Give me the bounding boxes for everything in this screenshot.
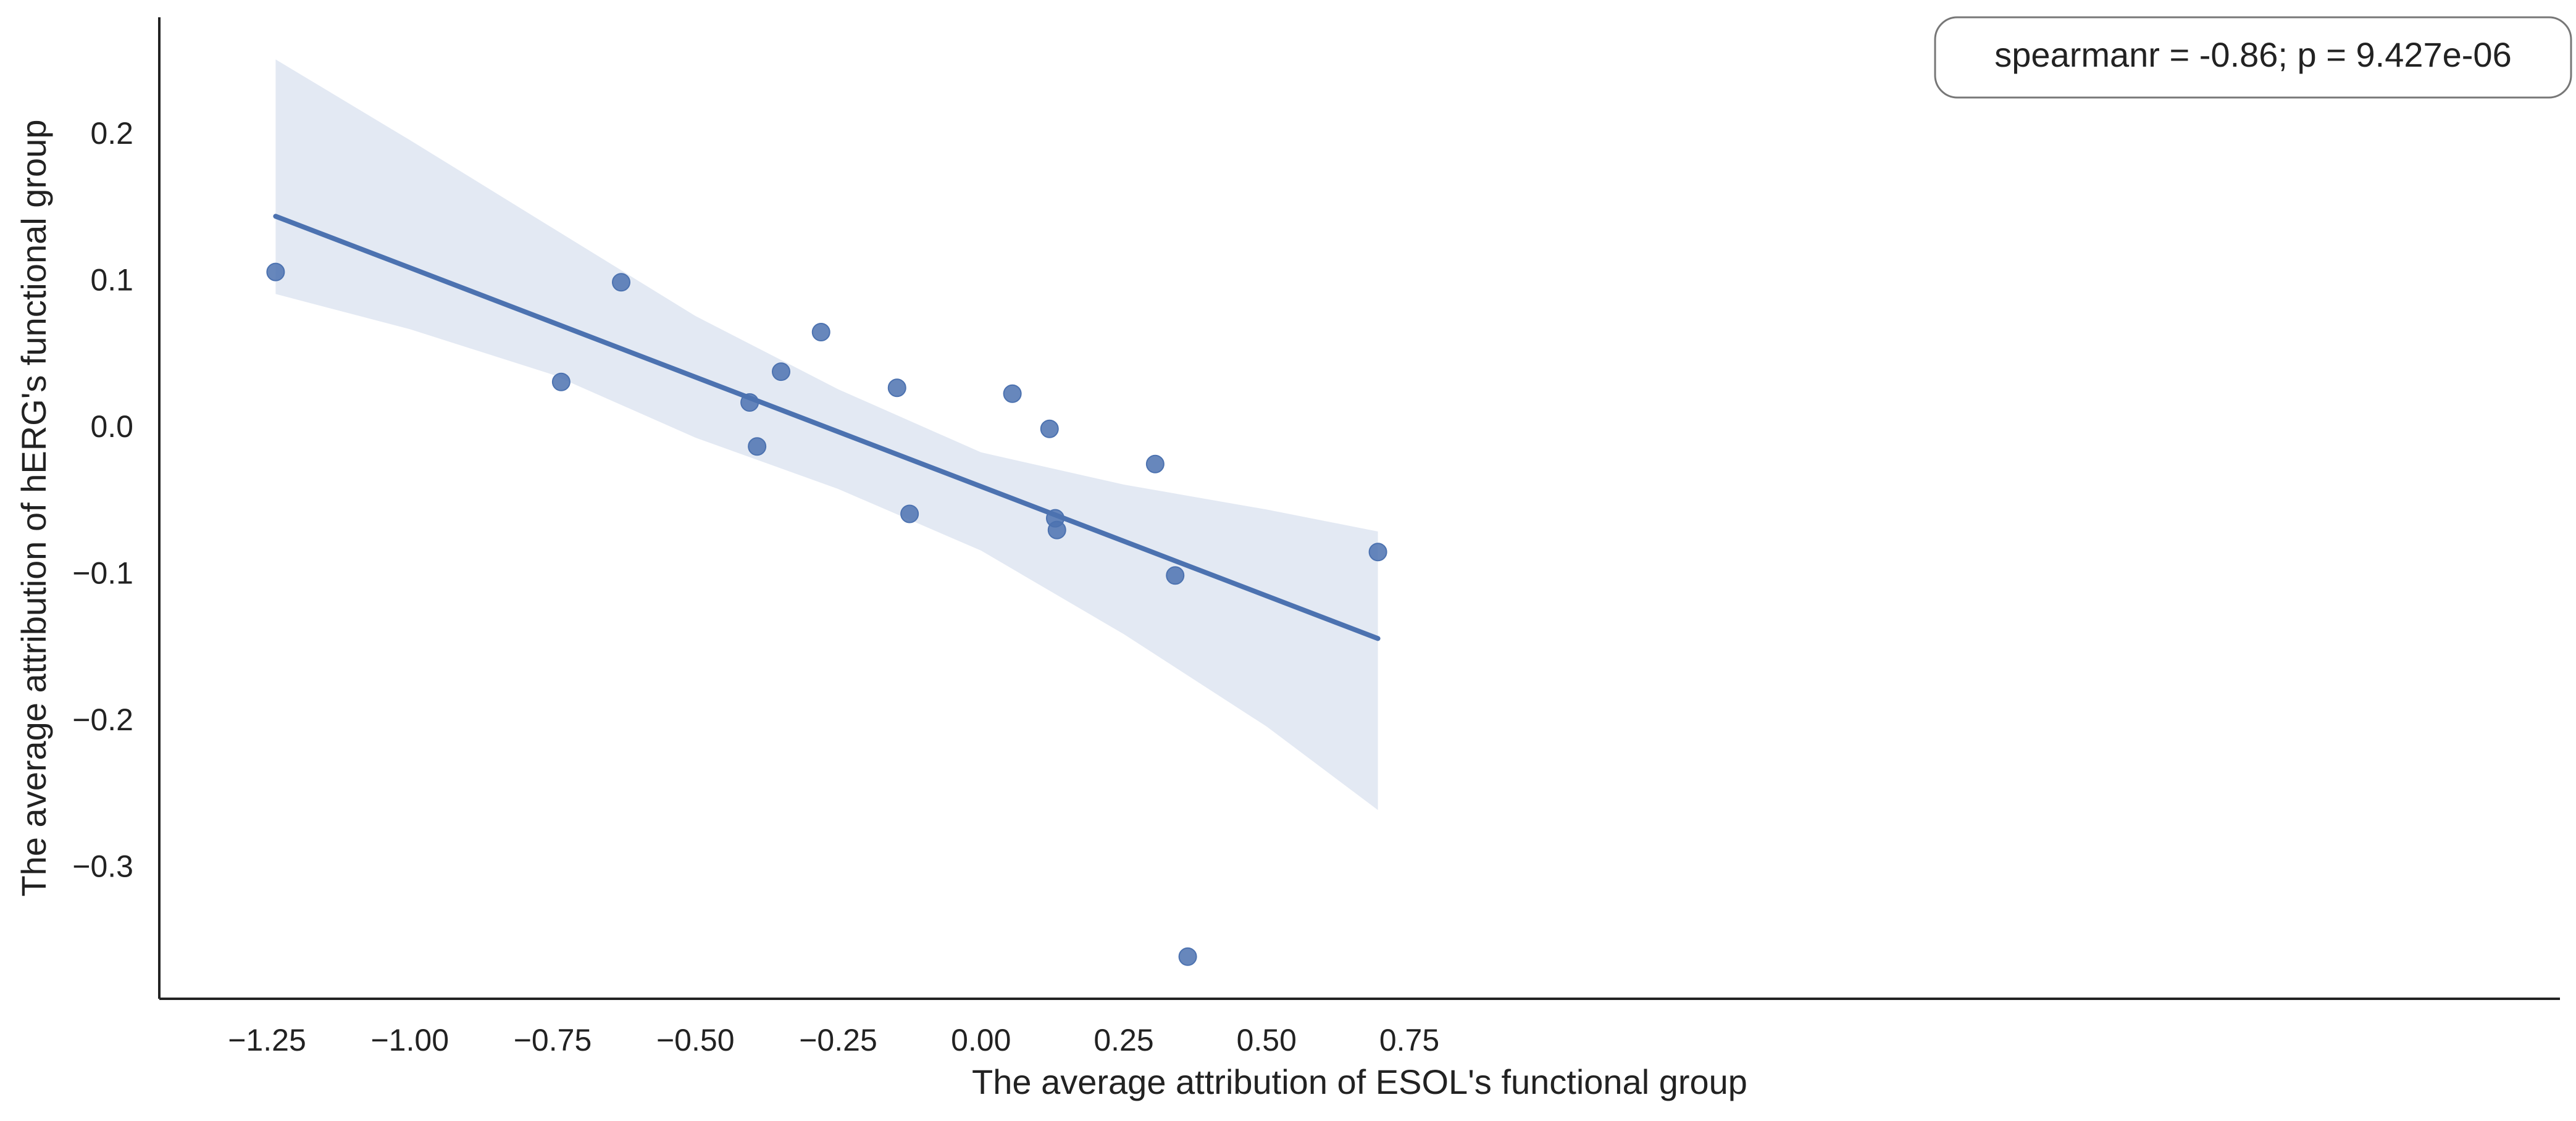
confidence-band <box>275 59 1378 811</box>
x-tick-label: −1.00 <box>370 1023 449 1057</box>
axes <box>158 17 2560 1000</box>
data-point <box>1368 543 1387 562</box>
stats-annotation-box: spearmanr = -0.86; p = 9.427e-06 <box>1934 16 2572 99</box>
data-point <box>1166 566 1185 585</box>
y-tick-label: 0.0 <box>90 409 133 444</box>
regression-line-layer <box>273 214 1381 641</box>
data-point <box>748 437 767 456</box>
x-tick-label: 0.00 <box>951 1023 1011 1057</box>
x-tick-label: 0.25 <box>1094 1023 1153 1057</box>
y-tick-label: 0.1 <box>90 263 133 298</box>
x-tick-label: −0.25 <box>799 1023 877 1057</box>
data-point <box>266 262 285 281</box>
data-point <box>612 273 630 292</box>
y-tick-label: 0.2 <box>90 116 133 151</box>
data-point <box>887 378 906 398</box>
data-point <box>1040 419 1059 438</box>
y-tick-labels: −0.3 −0.2 −0.1 0.0 0.1 0.2 <box>72 116 133 884</box>
data-point <box>1178 947 1197 966</box>
x-tick-label: 0.75 <box>1379 1023 1439 1057</box>
y-axis-label: The average attribution of hERG's functi… <box>14 120 53 897</box>
annotation-text: spearmanr = -0.86; p = 9.427e-06 <box>1994 35 2511 74</box>
y-tick-label: −0.2 <box>72 702 133 737</box>
regression-line <box>273 214 1381 641</box>
y-tick-label: −0.1 <box>72 556 133 591</box>
data-point <box>900 504 919 523</box>
x-tick-label: −1.25 <box>228 1023 306 1057</box>
data-point <box>551 372 571 391</box>
data-point <box>1003 384 1022 403</box>
x-tick-labels: −1.25 −1.00 −0.75 −0.50 −0.25 0.00 0.25 0.50 0.7… <box>228 1023 1439 1057</box>
annotation-frame <box>1934 16 2572 99</box>
x-tick-label: −0.75 <box>514 1023 592 1057</box>
confidence-band-layer <box>275 59 1378 811</box>
data-points-layer <box>266 262 1387 966</box>
x-tick-label: −0.50 <box>656 1023 735 1057</box>
x-tick-label: 0.50 <box>1237 1023 1297 1057</box>
y-tick-label: −0.3 <box>72 849 133 884</box>
x-axis-label: The average attribution of ESOL's functi… <box>972 1062 1747 1101</box>
data-point <box>811 323 830 341</box>
data-point <box>1145 454 1165 473</box>
data-point <box>1047 520 1066 540</box>
data-point <box>772 362 790 381</box>
data-point <box>740 393 759 412</box>
